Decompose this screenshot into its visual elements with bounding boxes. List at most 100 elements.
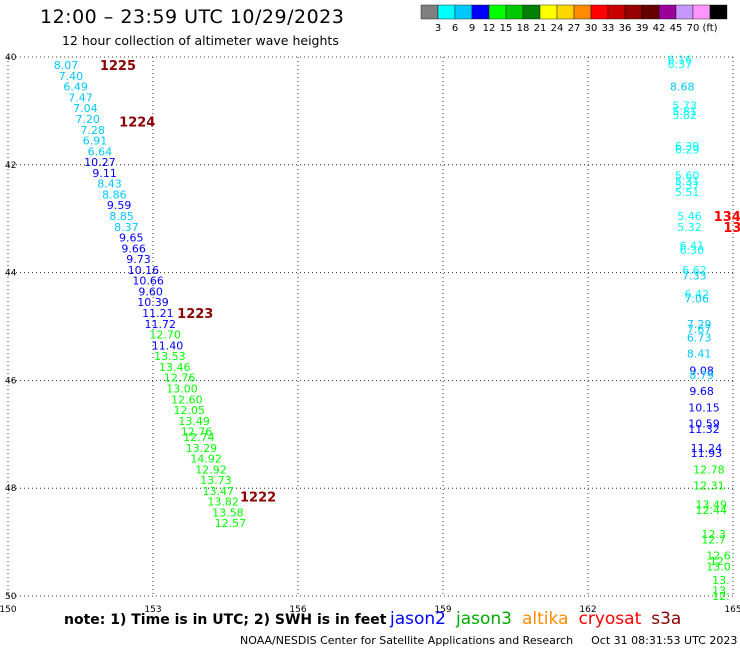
scale-label: 9 [469,23,475,34]
y-tick-label: 40 [5,53,17,63]
y-tick-label: 50 [5,592,17,602]
x-tick-label: 159 [434,605,451,615]
wave-height-value: 6.29 [675,144,700,157]
scale-swatch [556,4,575,20]
wave-height-value: 5.51 [675,186,700,199]
wave-height-value: 6.49 [63,81,88,94]
scale-label: 27 [568,23,581,34]
scale-swatch [454,4,473,20]
scale-swatch [675,4,694,20]
wave-height-value: 13.49 [178,415,210,428]
pass-time-label: 1225 [100,59,136,74]
wave-height-value: 6.73 [687,331,712,344]
scale-label: 24 [551,23,564,34]
credit-line: NOAA/NESDIS Center for Satellite Applica… [240,634,737,647]
color-scale-legend: 3 6 9 12 15 18 21 24 27 30 33 36 39 42 45 70 (ft) [420,4,728,34]
wave-height-value: 9.68 [689,385,714,398]
scale-swatch [624,4,643,20]
wave-height-value: 12. [712,590,730,603]
scale-swatch [488,4,507,20]
scale-label: 18 [517,23,530,34]
wave-height-value: 9.73 [126,253,151,266]
wave-height-value: 13. [712,585,730,598]
scale-label: 45 [670,23,683,34]
legend-altika: altika [522,609,569,629]
wave-height-value: 8.79 [689,369,714,382]
scale-swatch [437,4,456,20]
wave-height-value: 6.16 [668,54,693,67]
wave-height-value: 7.40 [59,70,84,83]
wave-height-value: 13.58 [212,506,244,519]
scale-label: 33 [602,23,615,34]
wave-height-value: 13. [712,574,730,587]
wave-height-value: 5.81 [672,105,697,118]
satellite-legend: jason2 jason3 altika cryosat s3a [390,609,691,629]
wave-height-value: 11.24 [691,442,723,455]
scale-swatch [607,4,626,20]
wave-height-value: 7.28 [80,124,105,137]
wave-height-value: 6.37 [668,58,693,71]
wave-height-value: 12.76 [181,426,213,439]
scale-swatch [590,4,609,20]
scale-label: (ft) [702,23,717,34]
wave-height-value: 9.66 [121,242,146,255]
scale-swatch [505,4,524,20]
y-tick-label: 42 [5,161,16,171]
wave-height-value: 10.66 [132,275,164,288]
scale-swatch [641,4,660,20]
scale-label: 42 [653,23,666,34]
wave-height-value: 12.31 [693,480,725,493]
wave-height-value: 10.59 [688,418,720,431]
chart-title: 12:00 – 23:59 UTC 10/29/2023 [40,6,345,28]
wave-height-value: 12.76 [164,372,196,385]
wave-height-value: 12.92 [195,463,227,476]
wave-height-value: 6.42 [685,288,710,301]
x-tick-label: 150 [0,605,17,615]
scale-label: 30 [585,23,598,34]
wave-height-value: 11.93 [691,447,723,460]
y-tick-label: 48 [5,484,17,494]
pass-time-labels: 1225 1224 1223 1222 134134 [100,59,740,505]
pass-time-label: 1224 [119,116,155,131]
credit-text: NOAA/NESDIS Center for Satellite Applica… [240,634,574,647]
scale-label: 15 [500,23,513,34]
wave-height-value: 12.74 [183,431,215,444]
scale-swatch [522,4,541,20]
wave-height-value: 7.06 [685,292,710,305]
y-tick-label: 44 [5,269,17,279]
wave-height-value: 10.39 [137,296,169,309]
legend-jason2: jason2 [390,609,446,629]
wave-height-value: 6.64 [88,145,113,158]
wave-height-value: 6.91 [83,135,108,148]
wave-height-value: 13.0 [706,560,731,573]
wave-height-value: 13.53 [154,350,186,363]
scale-swatch [692,4,711,20]
wave-height-value: 13.46 [159,361,191,374]
wave-height-value: 7.20 [76,113,101,126]
wave-height-value: 8.68 [670,81,695,94]
wave-height-value: 11.40 [152,339,184,352]
wave-height-value: 11.72 [145,318,177,331]
wave-height-value: 10.15 [688,401,720,414]
scale-label: 39 [636,23,649,34]
scale-swatch [658,4,677,20]
wave-height-value: 14.92 [190,453,222,466]
pass-time-label: 1223 [177,307,213,322]
wave-height-value: 8.85 [109,210,134,223]
wave-height-value: 13.29 [186,442,218,455]
scale-swatch [709,4,728,20]
x-tick-label: 162 [579,605,596,615]
wave-height-value: 11.21 [142,307,174,320]
wave-height-value: 12.60 [171,393,203,406]
wave-height-value: 12.7 [701,533,726,546]
wave-height-value: 7.33 [682,269,707,282]
wave-height-value: 5.37 [675,179,700,192]
wave-height-value: 12.44 [696,504,728,517]
pass-time-label: 1222 [240,490,276,505]
wave-height-value: 5.32 [677,221,702,234]
units-note: note: 1) Time is in UTC; 2) SWH is in fe… [64,612,387,628]
wave-height-value: 6.41 [680,240,705,253]
wave-height-value: 7.04 [73,102,98,115]
wave-height-value: 9.60 [138,285,163,298]
